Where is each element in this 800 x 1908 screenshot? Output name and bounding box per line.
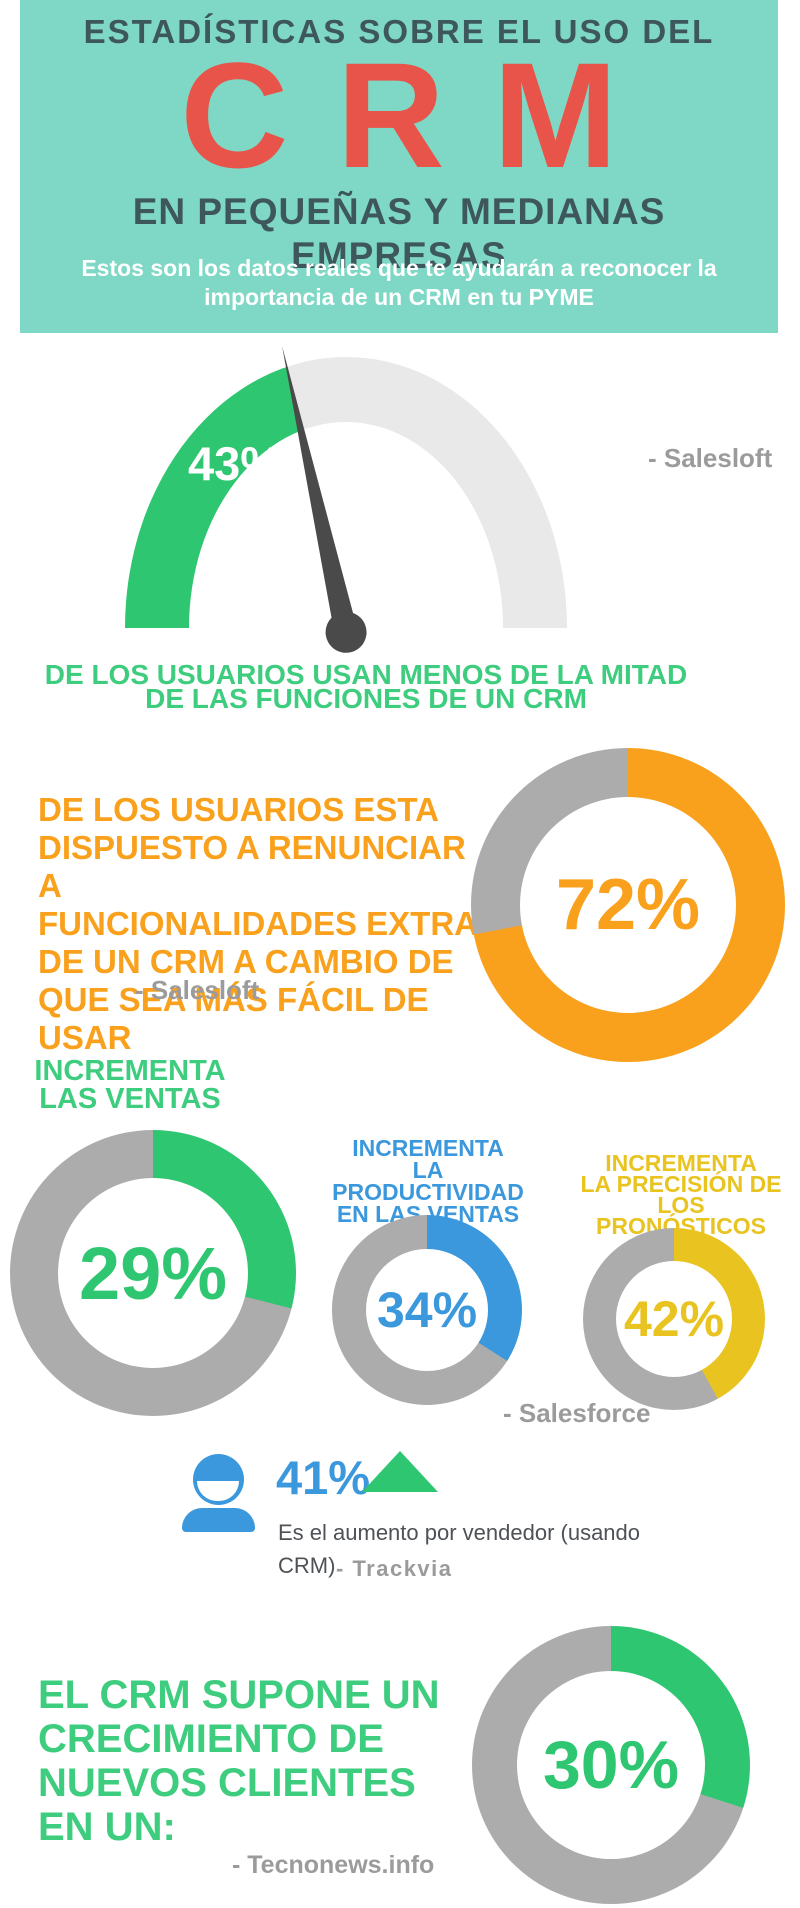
donut-30-label: 30%	[542, 1727, 680, 1803]
growth-line-2: CRECIMIENTO DE	[38, 1717, 384, 1761]
gauge-needle-icon	[282, 346, 367, 653]
easier-line-1: DE LOS USUARIOS ESTA	[38, 791, 439, 828]
seller-increase-value: 41%	[276, 1451, 371, 1504]
growth-statement: EL CRM SUPONE UN CRECIMIENTO DE NUEVOS C…	[38, 1673, 498, 1849]
easier-line-2: DISPUESTO A RENUNCIAR A	[38, 829, 466, 904]
seller-source: - Trackvia	[336, 1556, 453, 1581]
easier-line-3: FUNCIONALIDADES EXTRA	[38, 905, 479, 942]
gauge-caption-line-2: DE LAS FUNCIONES DE UN CRM	[145, 683, 587, 714]
donut-72-percent: 72%	[471, 748, 785, 1062]
easier-line-4: DE UN CRM A CAMBIO DE	[38, 943, 454, 980]
donut-42-hole	[616, 1261, 732, 1377]
benefit-heading-productivity: INCREMENTA LA PRODUCTIVIDAD EN LAS VENTA…	[318, 1135, 538, 1227]
benefit-heading-sales: INCREMENTA LAS VENTAS	[15, 1055, 245, 1115]
benefit-prec-line-2: LA PRECISIÓN DE	[580, 1171, 782, 1197]
donut-34-label: 34%	[376, 1282, 478, 1338]
benefit-prod-line-2: LA PRODUCTIVIDAD	[332, 1157, 524, 1205]
donut-34-hole	[366, 1249, 488, 1371]
page-tagline: Estos son los datos reales que te ayudar…	[20, 254, 778, 312]
benefit-sales-line-1: INCREMENTA	[34, 1055, 226, 1087]
donut-30-hole	[517, 1671, 705, 1859]
seller-description-line-1: Es el aumento por vendedor (usando	[278, 1520, 641, 1545]
person-smile-icon	[197, 1481, 239, 1501]
donut-30-percent: 30%	[472, 1626, 750, 1904]
growth-line-4: EN UN:	[38, 1805, 176, 1849]
easier-line-5: QUE SEA MÁS FÁCIL DE USAR	[38, 981, 429, 1056]
benefit-heading-forecast: INCREMENTA LA PRECISIÓN DE LOS PRONÓSTIC…	[570, 1150, 792, 1239]
donut-72-hole	[520, 797, 736, 1013]
gauge-caption-line-1: DE LOS USUARIOS USAN MENOS DE LA MITAD	[44, 659, 688, 690]
gauge-caption: DE LOS USUARIOS USAN MENOS DE LA MITAD D…	[0, 659, 732, 714]
donut-29-hole	[58, 1178, 248, 1368]
donut-34-percent: 34%	[332, 1215, 522, 1405]
tagline-line-1: Estos son los datos reales que te ayudar…	[81, 255, 717, 281]
donut-29-label: 29%	[78, 1231, 228, 1315]
tagline-line-2: importancia de un CRM en tu PYME	[204, 284, 594, 310]
page-subtitle: EN PEQUEÑAS Y MEDIANAS EMPRESAS	[132, 191, 666, 276]
growth-line-3: NUEVOS CLIENTES	[38, 1761, 416, 1805]
benefit-sales-line-2: LAS VENTAS	[39, 1083, 221, 1115]
donut-29-percent: 29%	[10, 1130, 296, 1416]
gauge-source: - Salesloft	[648, 443, 773, 473]
benefit-prec-line-3: LOS PRONÓSTICOS	[596, 1192, 766, 1239]
seller-description-line-2: CRM)	[278, 1553, 336, 1578]
page-title: ESTADÍSTICAS SOBRE EL USO DEL	[83, 13, 715, 50]
crm-acronym: CRM	[180, 31, 666, 199]
benefit-prod-line-1: INCREMENTA	[352, 1135, 504, 1161]
up-triangle-icon	[362, 1451, 438, 1492]
benefit-prec-line-1: INCREMENTA	[605, 1150, 757, 1176]
donut-42-label: 42%	[623, 1291, 725, 1347]
donut-42-percent: 42%	[583, 1228, 765, 1410]
header-banner: ESTADÍSTICAS SOBRE EL USO DEL CRM EN PEQ…	[20, 0, 778, 333]
benefits-source: - Salesforce	[503, 1398, 651, 1428]
person-body-icon	[182, 1508, 255, 1532]
growth-source: - Tecnonews.info	[232, 1851, 435, 1879]
benefit-prod-line-3: EN LAS VENTAS	[336, 1201, 520, 1227]
donut-72-label: 72%	[555, 865, 701, 945]
easier-statement: DE LOS USUARIOS ESTA DISPUESTO A RENUNCI…	[38, 791, 478, 1057]
growth-line-1: EL CRM SUPONE UN	[38, 1673, 440, 1717]
gauge-value-label: 43%	[188, 437, 283, 490]
easier-source: - Salesloft	[135, 975, 260, 1005]
